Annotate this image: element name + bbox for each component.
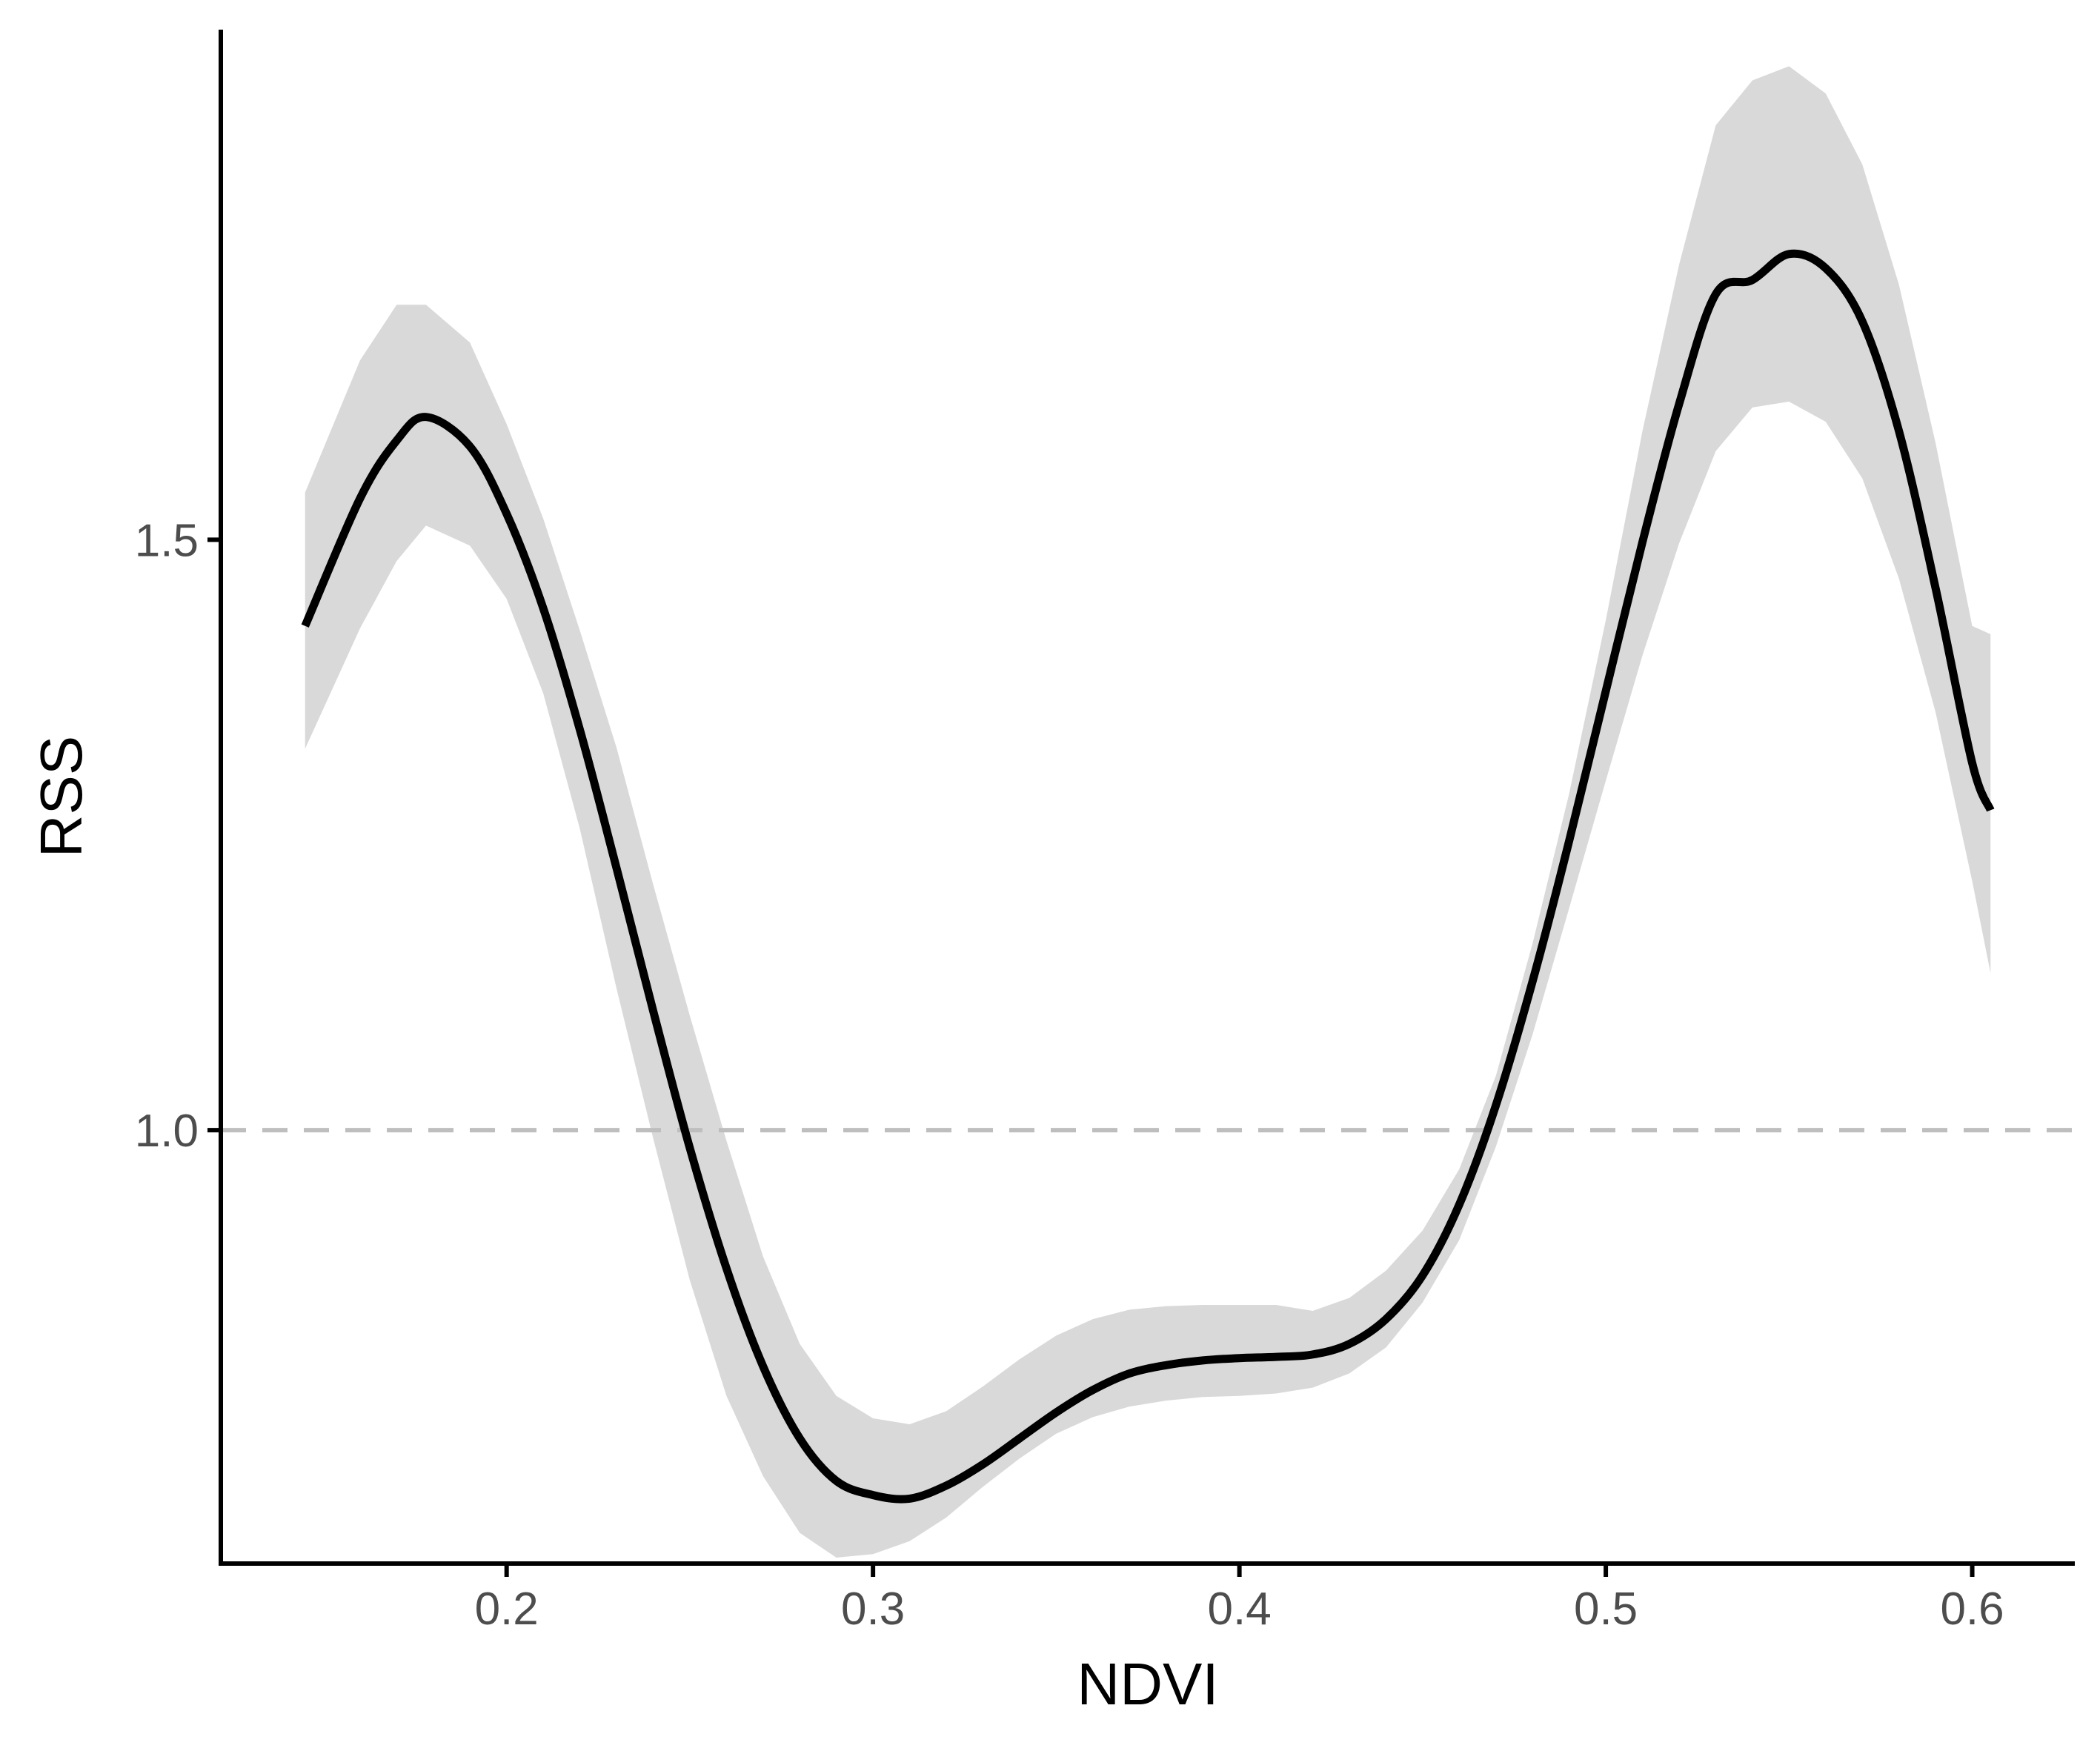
- x-axis-title: NDVI: [1077, 1651, 1218, 1717]
- x-tick-label: 0.3: [841, 1584, 905, 1635]
- confidence-ribbon: [305, 66, 1991, 1558]
- fitted-line: [301, 249, 1995, 1504]
- x-tick-label: 0.2: [475, 1584, 539, 1635]
- y-tick-label: 1.5: [135, 515, 199, 566]
- axes-layer: 0.2 0.3 0.4 0.5 0.6 1.0 1.5: [135, 30, 2075, 1635]
- y-axis-title: RSS: [28, 736, 94, 858]
- y-tick-label: 1.0: [135, 1106, 199, 1157]
- x-tick-label: 0.5: [1574, 1584, 1638, 1635]
- ribbon-layer: [305, 66, 1991, 1558]
- x-tick-label: 0.4: [1208, 1584, 1272, 1635]
- line-layer: [301, 249, 1995, 1504]
- x-tick-label: 0.6: [1940, 1584, 2004, 1635]
